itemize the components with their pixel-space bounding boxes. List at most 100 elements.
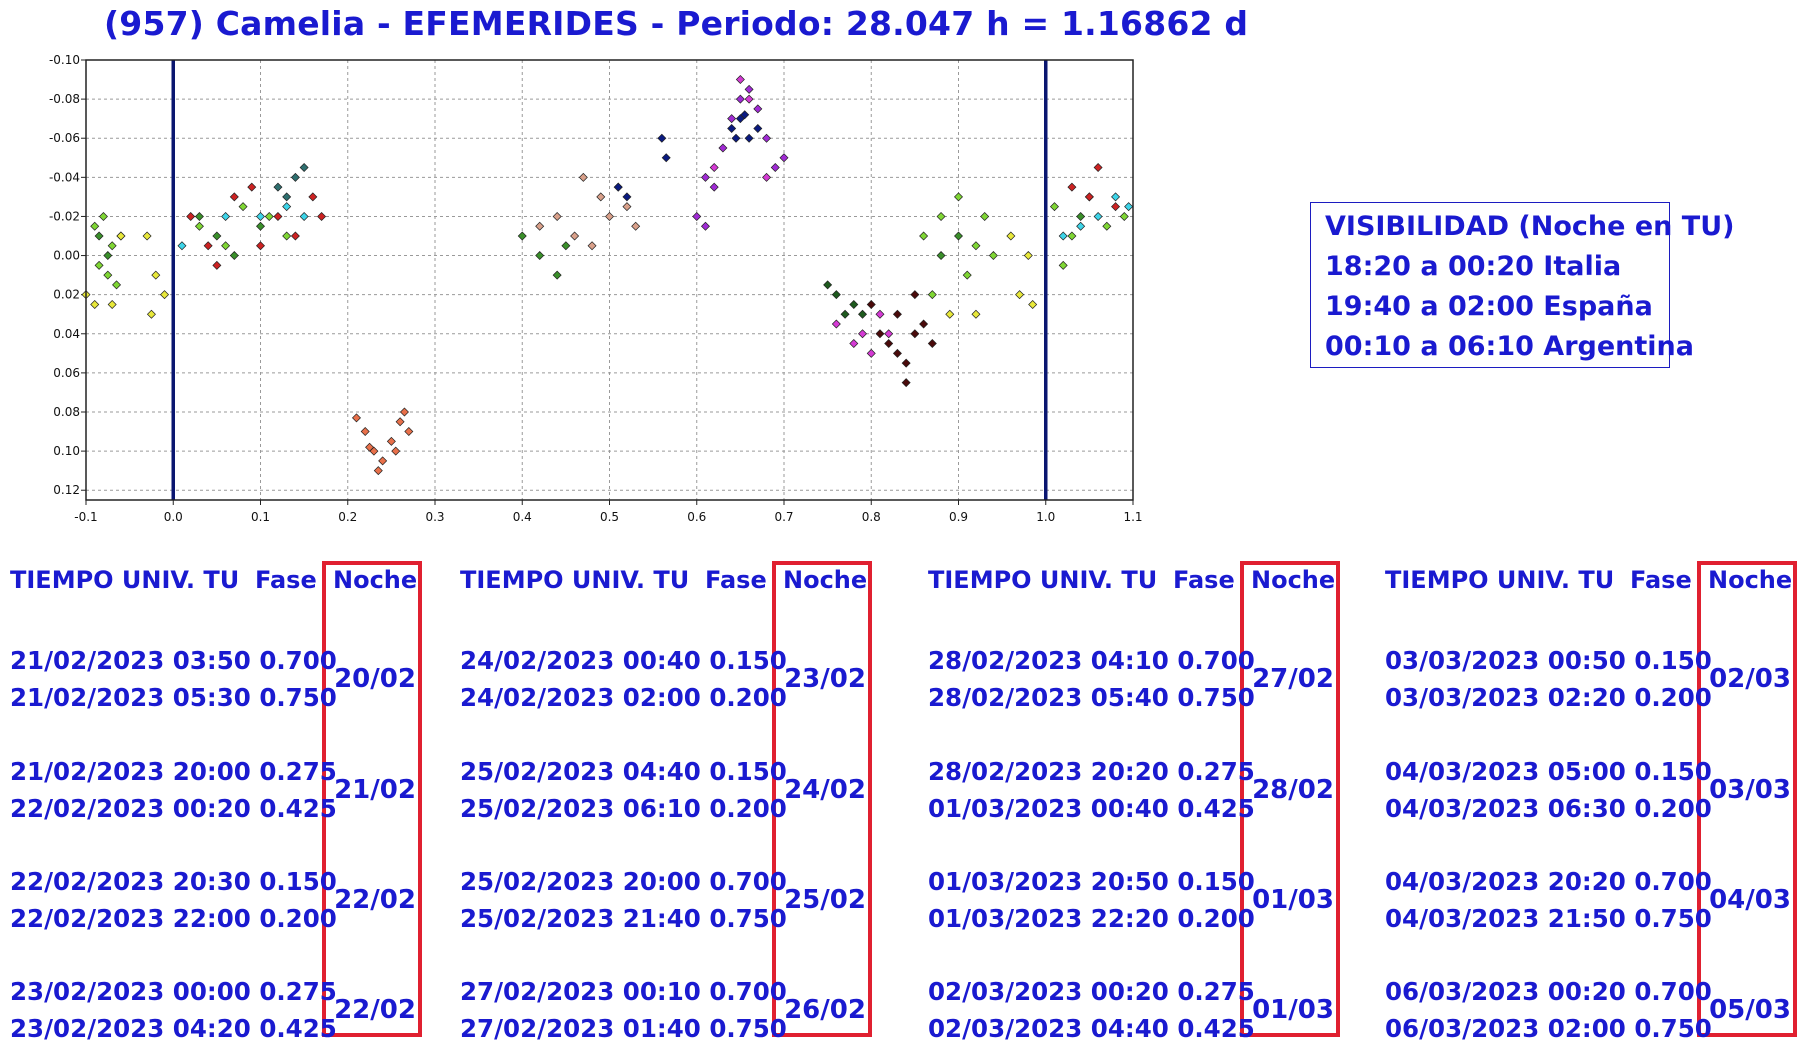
data-point	[1006, 231, 1016, 241]
data-point	[256, 221, 265, 231]
y-tick-label: -0.02	[49, 209, 80, 223]
chart-title: (957) Camelia - EFEMERIDES - Periodo: 28…	[104, 4, 1249, 43]
noche-date: 22/02	[334, 995, 416, 1025]
data-point	[212, 231, 222, 241]
data-point	[561, 241, 571, 251]
data-point	[661, 153, 671, 163]
x-tick-label: 0.8	[862, 510, 881, 524]
data-point	[1067, 231, 1077, 241]
ephemeris-row: 04/03/2023 20:20 0.700	[1385, 867, 1712, 896]
noche-date: 01/03	[1252, 885, 1334, 915]
noche-date: 26/02	[784, 995, 866, 1025]
data-point	[282, 231, 292, 241]
data-point	[744, 84, 754, 94]
data-point	[884, 329, 894, 339]
data-point	[103, 270, 113, 280]
header-noche: Noche	[333, 566, 418, 594]
noche-date: 28/02	[1252, 775, 1334, 805]
ephemeris-row: 22/02/2023 00:20 0.425	[10, 794, 337, 823]
data-point	[112, 280, 122, 290]
data-point	[282, 192, 292, 202]
data-point	[404, 427, 414, 437]
data-point	[1102, 221, 1112, 231]
data-point	[517, 231, 527, 241]
data-point	[116, 231, 126, 241]
header-tiempo: TIEMPO UNIV. TU	[928, 566, 1158, 594]
data-point	[692, 211, 702, 221]
data-point	[238, 202, 248, 212]
data-point	[613, 182, 623, 192]
data-point	[605, 211, 614, 221]
ephemeris-group: 04/03/2023 20:20 0.700 04/03/2023 21:50 0…	[1385, 867, 1809, 947]
data-point	[552, 211, 562, 221]
y-tick-label: 0.02	[53, 288, 80, 302]
ephemeris-group: 21/02/2023 20:00 0.275 22/02/2023 00:20 0…	[10, 757, 450, 837]
ephemeris-group: 27/02/2023 00:10 0.700 27/02/2023 01:40 0…	[460, 977, 900, 1057]
y-tick-label: 0.00	[53, 249, 80, 263]
data-point	[971, 241, 981, 251]
x-tick-label: 0.3	[425, 510, 444, 524]
data-point	[98, 211, 108, 221]
ephemeris-column-2: TIEMPO UNIV. TU Fase Noche 24/02/2023 00:40…	[460, 556, 900, 1046]
ephemeris-row: 06/03/2023 00:20 0.700	[1385, 977, 1712, 1006]
data-point	[1058, 231, 1068, 241]
data-point	[700, 172, 710, 182]
header-tiempo: TIEMPO UNIV. TU	[10, 566, 240, 594]
visibility-argentina: 00:10 a 06:10 Argentina	[1325, 331, 1694, 362]
noche-date: 01/03	[1252, 995, 1334, 1025]
data-point	[731, 133, 741, 143]
noche-date: 22/02	[334, 885, 416, 915]
ephemeris-group: 28/02/2023 04:10 0.700 28/02/2023 05:40 0…	[928, 646, 1368, 726]
data-point	[831, 290, 841, 300]
data-point	[657, 133, 667, 143]
ephemeris-group: 21/02/2023 03:50 0.700 21/02/2023 05:30 0…	[10, 646, 450, 726]
data-point	[282, 202, 292, 212]
ephemeris-row: 02/03/2023 00:20 0.275	[928, 977, 1255, 1006]
visibility-espana: 19:40 a 02:00 España	[1325, 291, 1653, 322]
data-point	[700, 221, 710, 231]
data-point	[1028, 299, 1038, 309]
x-tick-label: 0.4	[513, 510, 532, 524]
data-point	[535, 251, 545, 261]
ephemeris-row: 28/02/2023 04:10 0.700	[928, 646, 1255, 675]
data-point	[727, 114, 737, 124]
data-point	[386, 436, 396, 446]
data-point	[631, 221, 641, 231]
data-point	[587, 241, 597, 251]
data-point	[709, 182, 719, 192]
data-point	[919, 231, 929, 241]
data-point	[146, 309, 156, 319]
y-tick-label: -0.10	[49, 53, 80, 67]
ephemeris-group: 04/03/2023 05:00 0.150 04/03/2023 06:30 0…	[1385, 757, 1809, 837]
data-point	[391, 446, 401, 456]
ephemeris-group: 28/02/2023 20:20 0.275 01/03/2023 00:40 0…	[928, 757, 1368, 837]
data-point	[892, 309, 902, 319]
ephemeris-row: 22/02/2023 20:30 0.150	[10, 867, 337, 896]
data-point	[988, 251, 998, 261]
data-point	[1119, 211, 1129, 221]
data-point	[901, 358, 911, 368]
data-point	[273, 211, 283, 221]
ephemeris-row: 25/02/2023 20:00 0.700	[460, 867, 787, 896]
data-point	[1067, 182, 1077, 192]
ephemeris-row: 04/03/2023 06:30 0.200	[1385, 794, 1712, 823]
data-point	[1093, 163, 1103, 173]
data-point	[954, 192, 963, 202]
data-point	[858, 329, 868, 339]
data-point	[1111, 192, 1121, 202]
data-point	[753, 104, 763, 114]
y-tick-label: 0.08	[53, 405, 80, 419]
data-point	[90, 221, 100, 231]
data-point	[151, 270, 161, 280]
ephemeris-group: 22/02/2023 20:30 0.150 22/02/2023 22:00 0…	[10, 867, 450, 947]
data-point	[962, 270, 972, 280]
noche-date: 04/03	[1709, 885, 1791, 915]
x-tick-label: -0.1	[74, 510, 97, 524]
header-noche: Noche	[1708, 566, 1793, 594]
data-point	[910, 290, 920, 300]
x-tick-label: 0.5	[600, 510, 619, 524]
data-point	[945, 309, 955, 319]
data-point	[840, 309, 850, 319]
plot-axes: -0.1 0.0 0.1 0.2 0.3 0.4 0.5 0.6 0.7 0.8 0.9 1.0 1.1…	[49, 53, 1143, 524]
noche-date: 20/02	[334, 664, 416, 694]
